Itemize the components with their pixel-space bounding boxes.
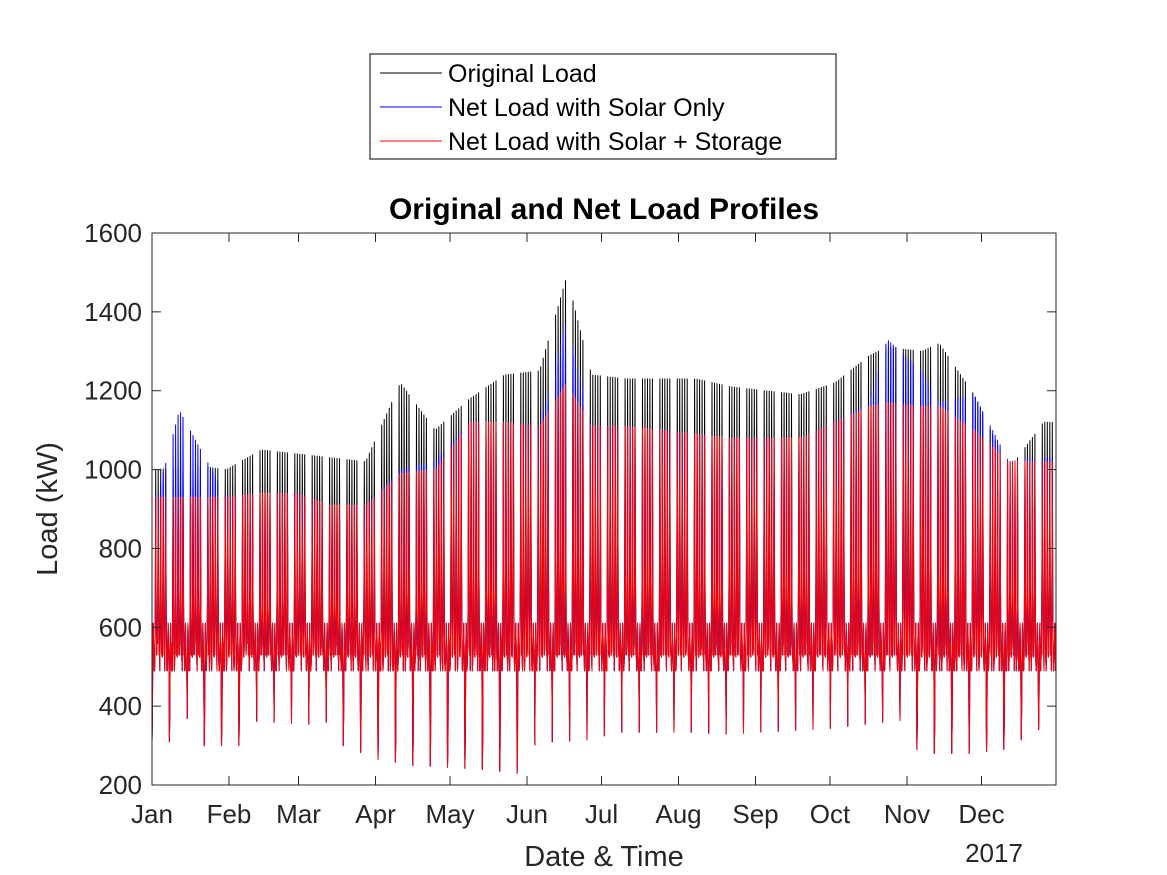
y-tick-label: 200 <box>99 770 142 800</box>
x-tick-label: Nov <box>884 799 930 829</box>
x-tick-label: Oct <box>810 799 851 829</box>
x-tick-label: Jul <box>585 799 618 829</box>
axes-box <box>151 232 1057 786</box>
x-tick-label: Apr <box>355 799 396 829</box>
x-tick-label: Feb <box>207 799 252 829</box>
legend: Original Load Net Load with Solar Only N… <box>369 53 837 160</box>
legend-label-solar-storage: Net Load with Solar + Storage <box>448 128 782 156</box>
x-tick-label: Sep <box>732 799 778 829</box>
x-axis-label: Date & Time <box>524 841 684 873</box>
x-tick-label: Aug <box>655 799 701 829</box>
y-tick-label: 1600 <box>84 218 142 248</box>
legend-box <box>369 53 837 160</box>
x-tick-label: Jun <box>506 799 548 829</box>
y-tick-label: 800 <box>99 533 142 563</box>
x-axis-year-label: 2017 <box>965 838 1023 868</box>
y-tick-label: 1400 <box>84 297 142 327</box>
y-tick-label: 1000 <box>84 455 142 485</box>
x-tick-label: May <box>425 799 474 829</box>
y-axis-label: Load (kW) <box>32 442 64 576</box>
series-line <box>151 384 1057 774</box>
x-tick-label: Mar <box>276 799 321 829</box>
chart-title: Original and Net Load Profiles <box>389 193 819 226</box>
x-tick-label: Dec <box>958 799 1004 829</box>
legend-label-solar-only: Net Load with Solar Only <box>448 94 725 122</box>
series-layer <box>151 280 1057 774</box>
tick-layer: 200 400 600 800 1000 1200 1400 1600 Jan Feb Mar Apr… <box>84 218 1056 829</box>
y-tick-label: 600 <box>99 612 142 642</box>
y-tick-label: 1200 <box>84 376 142 406</box>
legend-label-original-load: Original Load <box>448 60 597 88</box>
x-tick-label: Jan <box>131 799 173 829</box>
y-tick-label: 400 <box>99 691 142 721</box>
